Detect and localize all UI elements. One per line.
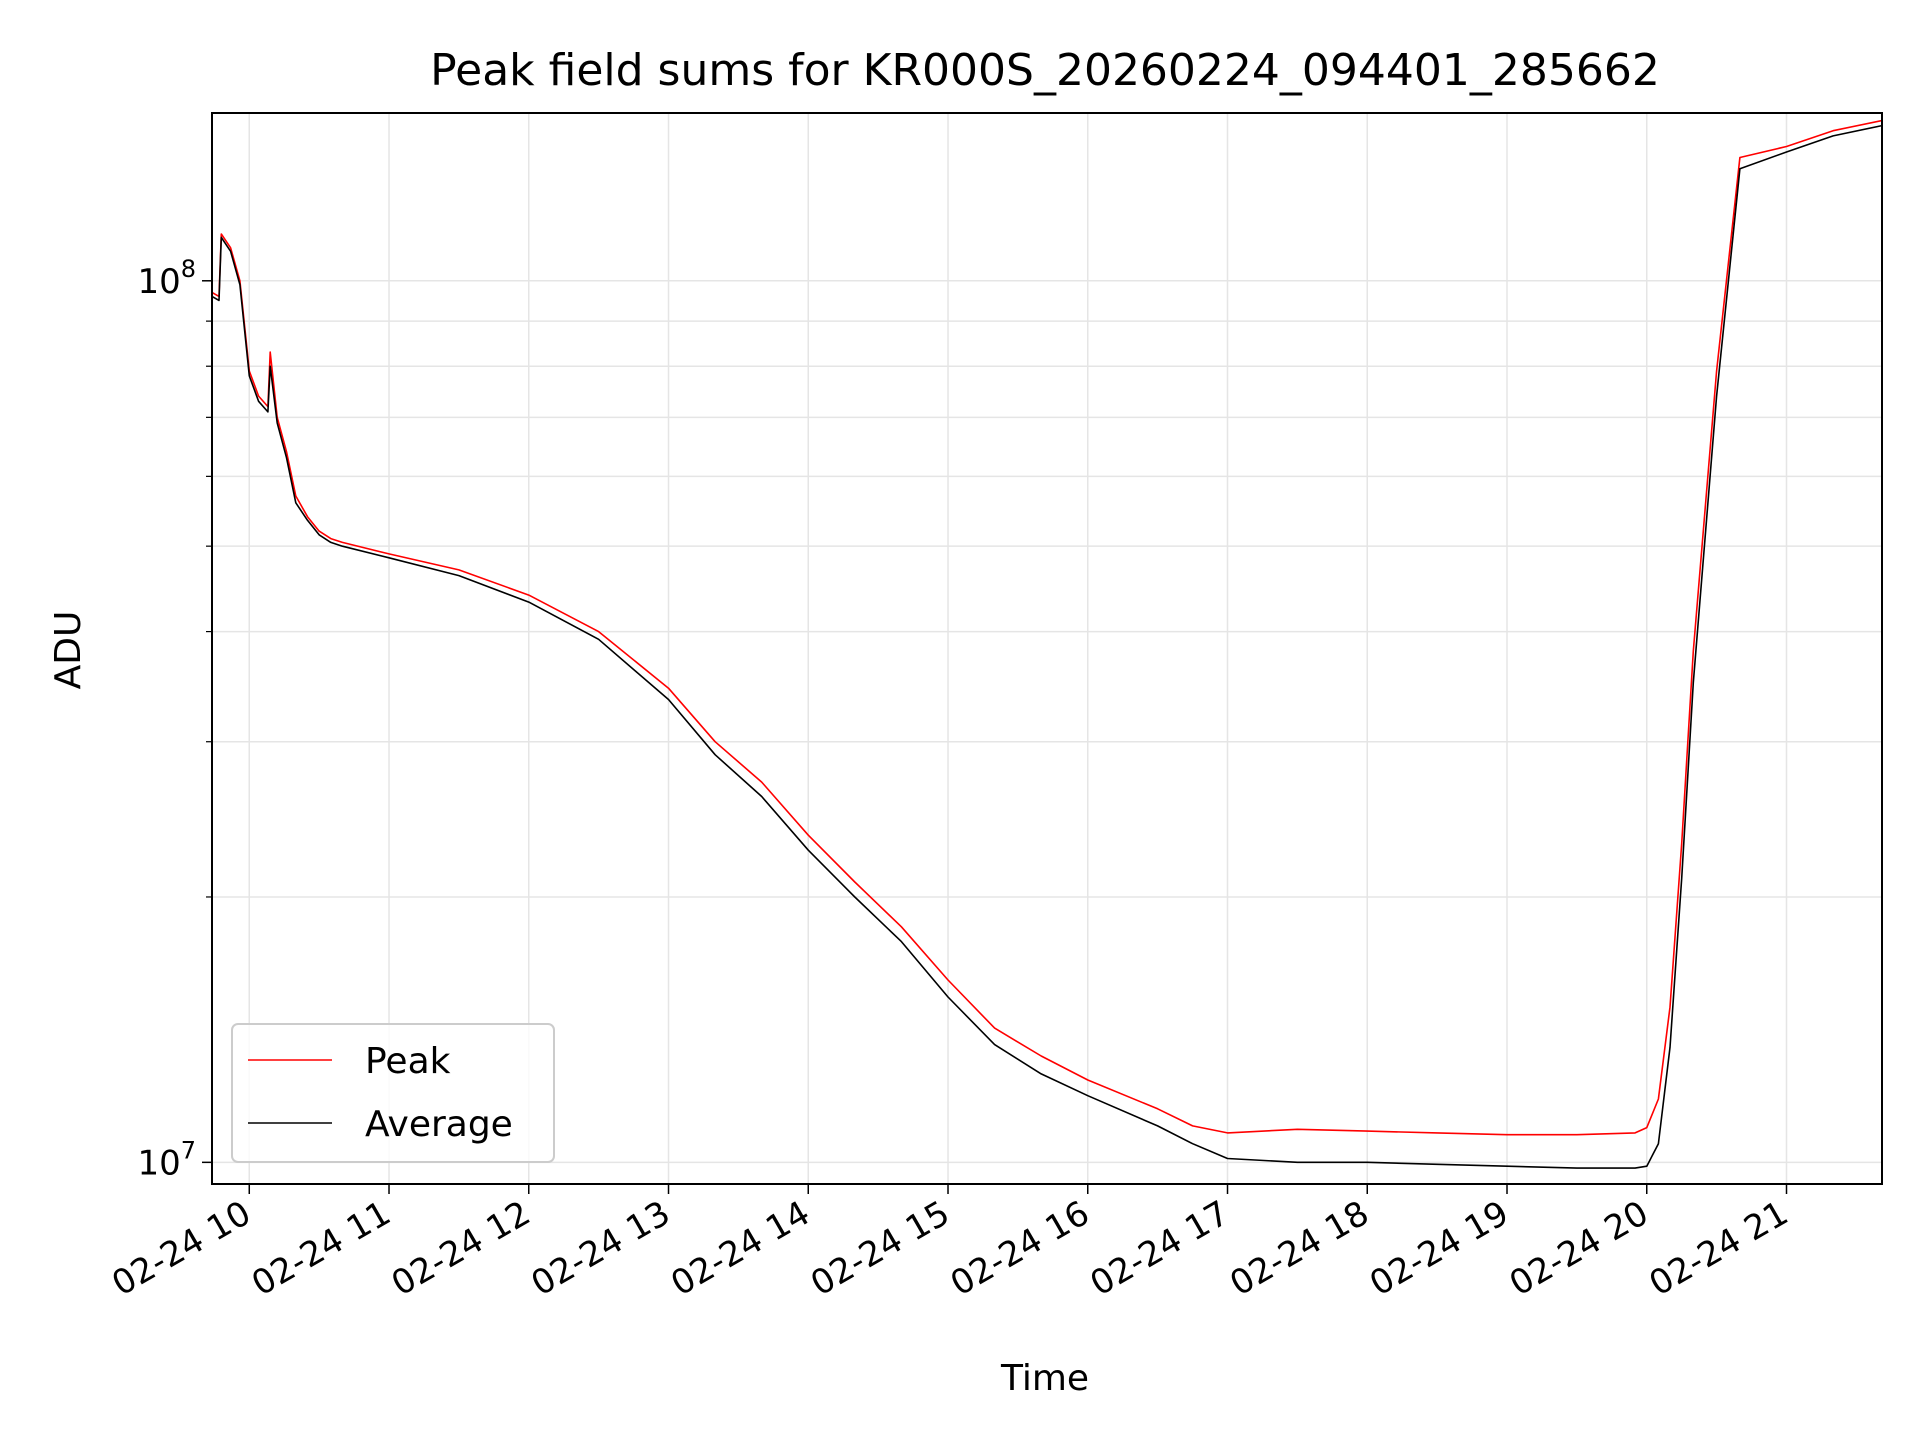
- grid: [212, 113, 1882, 1184]
- y-tick-label: 107: [137, 1136, 196, 1183]
- legend-label-average: Average: [365, 1104, 513, 1145]
- legend: Peak Average: [231, 1023, 555, 1163]
- y-axis: 107 108: [137, 255, 212, 1183]
- series-line-peak: [212, 119, 1882, 1136]
- series-layer: [212, 119, 1882, 1169]
- legend-label-peak: Peak: [365, 1041, 451, 1082]
- series-line-average: [212, 124, 1882, 1169]
- chart-title: Peak field sums for KR000S_20260224_0944…: [430, 45, 1660, 96]
- plot-frame: [211, 112, 1883, 1185]
- y-axis-label: ADU: [48, 611, 89, 690]
- legend-box: [231, 1023, 555, 1163]
- y-tick-label: 108: [137, 255, 196, 302]
- x-axis-label: Time: [1000, 1358, 1089, 1399]
